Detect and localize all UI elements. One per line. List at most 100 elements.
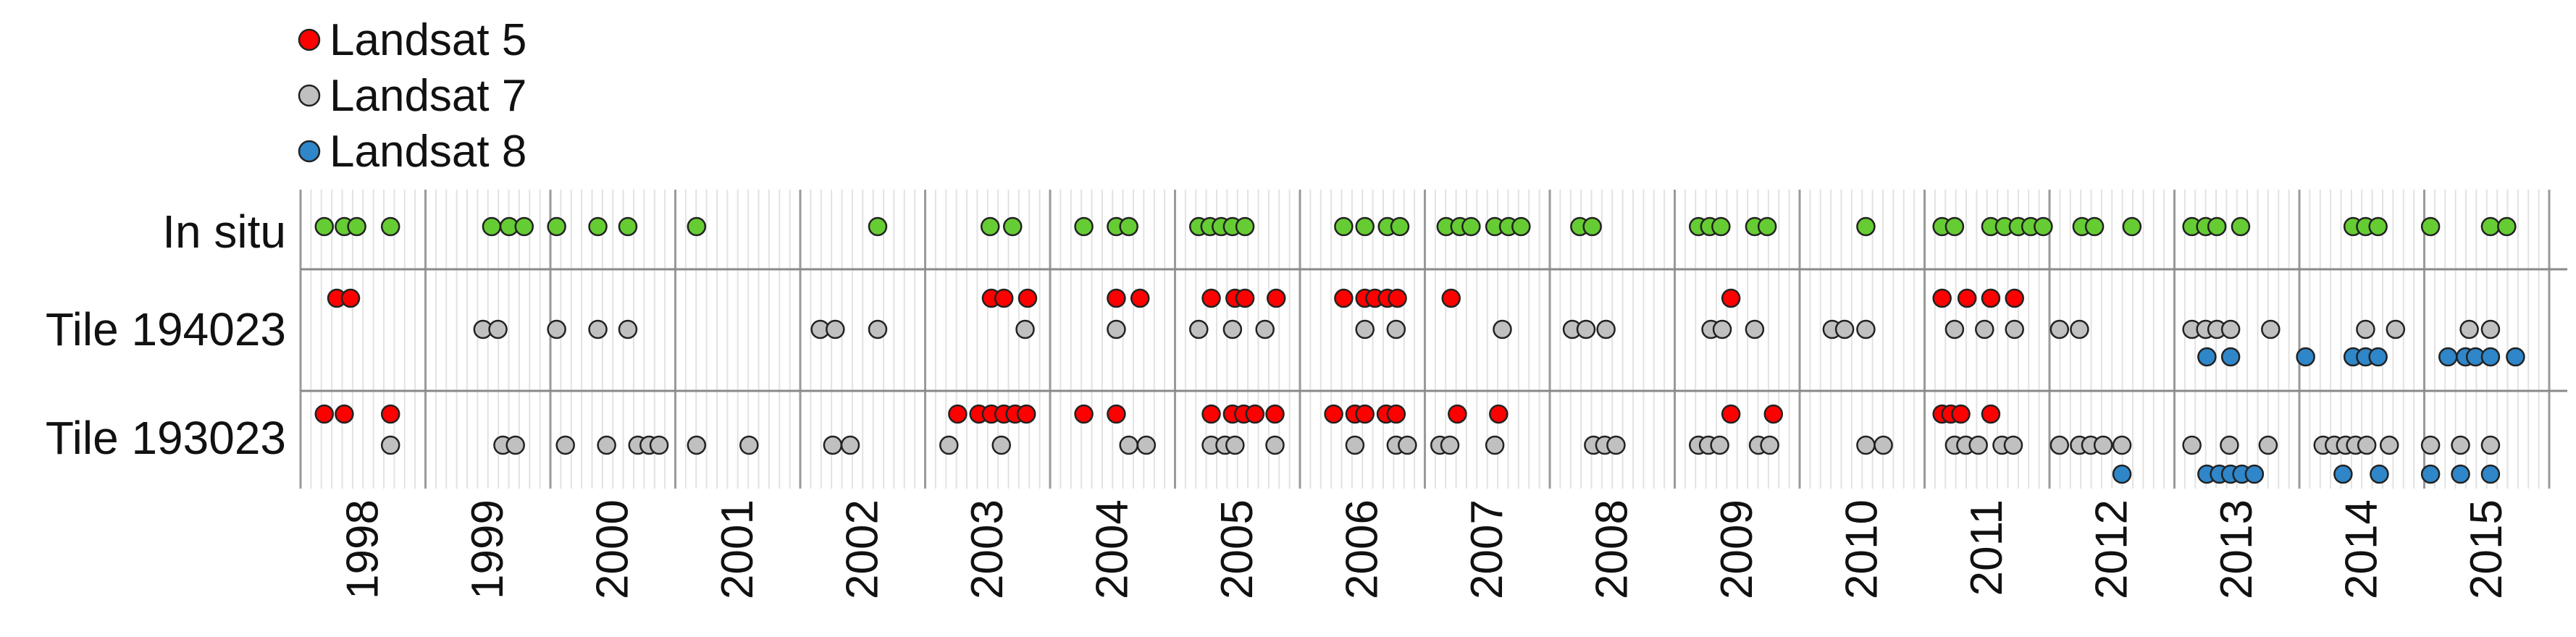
data-point [2296, 347, 2315, 367]
data-point [2497, 216, 2517, 237]
data-point [1334, 288, 1354, 308]
data-point [2506, 347, 2525, 367]
data-point [868, 216, 888, 237]
data-point [2368, 347, 2388, 367]
data-point [948, 404, 968, 424]
data-point [1493, 319, 1512, 339]
year-tick-label: 1999 [463, 499, 513, 599]
legend-item: Landsat 8 [298, 127, 526, 177]
data-point [1388, 288, 1407, 308]
data-point [2182, 435, 2202, 455]
data-point [588, 319, 608, 339]
data-point [1968, 435, 1988, 455]
data-point [1136, 435, 1157, 455]
year-tick-label: 2015 [2462, 499, 2512, 599]
row-labels: In situ Tile 194023 Tile 193023 [46, 206, 286, 464]
legend-label: Landsat 7 [330, 71, 526, 121]
data-point [1721, 404, 1741, 424]
year-tick-label: 2008 [1587, 499, 1637, 599]
data-point [1975, 319, 1994, 339]
data-point [380, 216, 400, 237]
data-point [1957, 288, 1977, 308]
data-point [335, 404, 354, 424]
year-tick-label: 2001 [713, 499, 763, 599]
data-point [2368, 216, 2388, 237]
data-point [2420, 216, 2441, 237]
data-point [1932, 288, 1952, 308]
data-point [1107, 288, 1126, 308]
data-point [2379, 435, 2399, 455]
year-tick-label: 2007 [1462, 499, 1512, 599]
data-point [2459, 319, 2479, 339]
data-point [488, 319, 508, 339]
data-point [1606, 435, 1626, 455]
data-point [1981, 288, 2001, 308]
legend-label: Landsat 8 [330, 127, 526, 177]
data-point [2356, 319, 2375, 339]
row-label: In situ [162, 206, 286, 258]
data-point [1721, 288, 1741, 308]
data-point [2370, 464, 2389, 484]
data-point [1711, 216, 1731, 237]
data-point [1016, 404, 1036, 424]
data-point [2005, 288, 2024, 308]
data-point [1355, 404, 1375, 424]
data-point [1461, 216, 1481, 237]
data-point [1757, 216, 1777, 237]
data-point [1760, 435, 1779, 455]
year-tick-label: 2004 [1087, 499, 1137, 599]
year-tick-label: 2009 [1712, 499, 1762, 599]
data-point [1245, 404, 1265, 424]
data-point [1944, 319, 1965, 339]
legend-label: Landsat 5 [330, 15, 526, 65]
data-point [2220, 347, 2241, 367]
data-point [823, 435, 843, 455]
year-tick-label: 2006 [1337, 499, 1387, 599]
data-point [2420, 464, 2441, 484]
data-point [547, 216, 566, 237]
data-point [2480, 319, 2501, 339]
data-point [1107, 404, 1126, 424]
data-point [2480, 435, 2501, 455]
data-point [1107, 319, 1126, 339]
data-point [826, 319, 845, 339]
data-point [1745, 319, 1765, 339]
data-point [555, 435, 575, 455]
data-point [340, 288, 361, 308]
data-point [1856, 216, 1876, 237]
data-point [588, 216, 608, 237]
data-point [1130, 288, 1150, 308]
data-point [980, 216, 1000, 237]
data-point [687, 216, 707, 237]
data-point [2084, 216, 2105, 237]
data-point [2420, 435, 2441, 455]
year-tick-label: 2014 [2336, 499, 2386, 599]
data-point [1712, 319, 1732, 339]
data-point [1485, 435, 1505, 455]
legend: Landsat 5 Landsat 7 Landsat 8 [298, 15, 526, 177]
data-point [1074, 216, 1094, 237]
legend-item: Landsat 7 [298, 71, 526, 121]
data-point [2451, 464, 2470, 484]
data-point [2003, 435, 2023, 455]
data-point [1390, 216, 1410, 237]
year-axis: 1998 1999 2000 2001 2002 2003 2004 2005 2006 2007… [337, 499, 2512, 599]
data-point [2451, 435, 2470, 455]
data-point [2112, 464, 2132, 484]
data-point [2034, 216, 2053, 237]
data-point [1874, 435, 1893, 455]
data-point [1222, 319, 1243, 339]
data-point [1189, 319, 1209, 339]
data-point [1951, 404, 1971, 424]
data-point [1582, 216, 1602, 237]
data-point [1489, 404, 1509, 424]
data-point [1440, 435, 1460, 455]
data-point [618, 319, 638, 339]
data-point [1201, 404, 1221, 424]
data-point [1015, 319, 1035, 339]
data-point [1441, 288, 1461, 308]
data-point [2050, 319, 2070, 339]
data-point [347, 216, 366, 237]
data-point [505, 435, 525, 455]
